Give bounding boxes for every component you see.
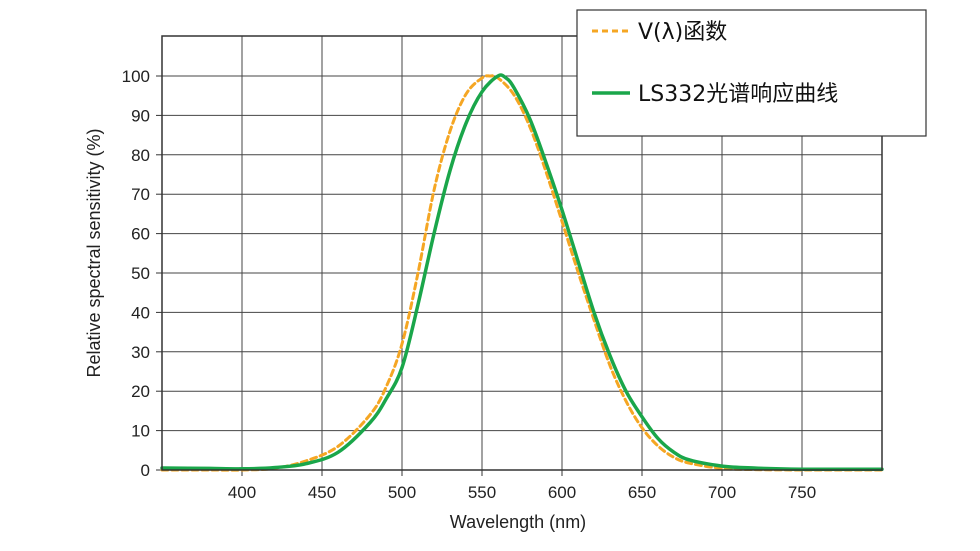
y-tick-label-70: 70 [131,185,150,204]
plot-frame [161,35,883,471]
x-tick-label-600: 600 [548,483,576,502]
x-tick-label-750: 750 [788,483,816,502]
grid-lines [162,36,882,470]
x-axis-label: Wavelength (nm) [450,512,586,532]
y-tick-label-80: 80 [131,146,150,165]
x-tick-label-450: 450 [308,483,336,502]
y-tick-label-30: 30 [131,343,150,362]
y-tick-label-50: 50 [131,264,150,283]
y-tick-label-20: 20 [131,382,150,401]
x-tick-label-500: 500 [388,483,416,502]
curves [160,73,884,472]
x-tick-label-400: 400 [228,483,256,502]
y-tick-label-40: 40 [131,303,150,322]
x-tick-label-550: 550 [468,483,496,502]
v-lambda-curve [160,74,884,472]
y-tick-label-90: 90 [131,106,150,125]
legend-label-ls332: LS332光谱响应曲线 [638,82,838,107]
y-tick-label-60: 60 [131,225,150,244]
legend-box [576,9,927,137]
ls332-response-curve [160,73,884,472]
x-tick-label-650: 650 [628,483,656,502]
x-tick-label-700: 700 [708,483,736,502]
y-tick-label-100: 100 [122,67,150,86]
x-axis-ticks: 400 450 500 550 600 650 700 750 [228,470,816,502]
y-tick-label-10: 10 [131,422,150,441]
y-tick-label-0: 0 [141,461,150,480]
legend-label-v-lambda: V(λ)函数 [638,20,727,45]
y-axis-ticks: 0 10 20 30 40 50 60 70 80 90 100 [122,67,162,480]
legend: V(λ)函数 LS332光谱响应曲线 [576,9,927,137]
y-axis-label: Relative spectral sensitivity (%) [84,128,104,377]
